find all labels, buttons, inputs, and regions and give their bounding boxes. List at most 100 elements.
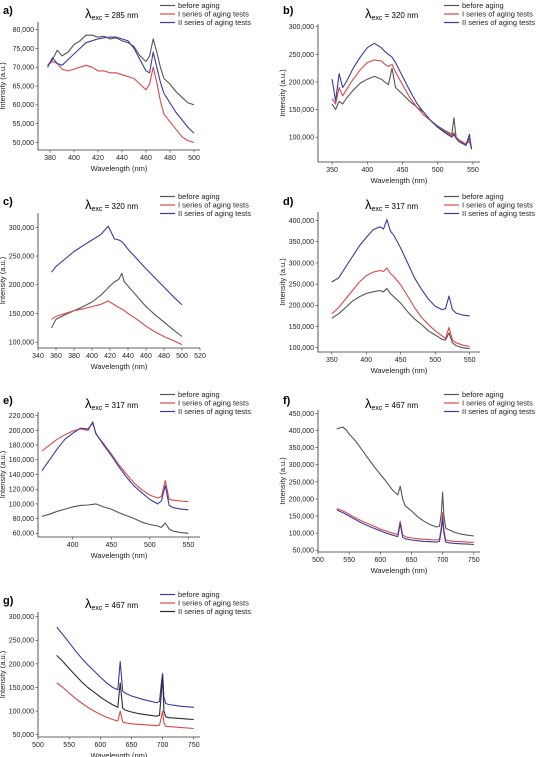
excitation-label: λexc = 285 nm xyxy=(85,6,139,22)
chart-panel-2: b) λexc = 320 nm 350 400 450 500 550 100,000 150… xyxy=(278,1,535,185)
axes-frame xyxy=(317,24,480,163)
series-line-3 xyxy=(56,655,194,721)
excitation-label: λexc = 467 nm xyxy=(85,596,139,612)
y-axis-label: Intensity (a.u.) xyxy=(278,258,287,306)
x-axis-label: Wavelength (nm) xyxy=(371,176,428,185)
x-tick-label: 550 xyxy=(467,167,479,174)
x-tick-label: 420 xyxy=(104,353,116,360)
y-tick-label: 300,000 xyxy=(9,614,34,621)
x-tick-label: 440 xyxy=(116,155,128,162)
y-axis-label: Intensity (a.u.) xyxy=(0,256,7,304)
x-tick-label: 480 xyxy=(158,353,170,360)
y-tick-label: 160,000 xyxy=(9,457,34,464)
series-line-3 xyxy=(336,509,474,546)
lambda-symbol: λ xyxy=(85,596,92,611)
x-tick-label: 350 xyxy=(326,167,338,174)
y-tick-label: 65,000 xyxy=(13,83,35,90)
excitation-value: = 320 nm xyxy=(382,11,418,20)
x-tick-label: 450 xyxy=(105,542,117,549)
legend-entry: before aging xyxy=(462,390,504,399)
legend-entry: before aging xyxy=(462,1,504,10)
x-tick-label: 500 xyxy=(432,167,444,174)
legend-entry: before aging xyxy=(178,390,220,399)
series-line-2 xyxy=(56,682,194,730)
legend-entry: before aging xyxy=(178,192,220,201)
lambda-symbol: λ xyxy=(85,396,92,411)
chart-panel-6: f) λexc = 467 nm 500 550 600 650 700 750 50,000 1… xyxy=(278,390,535,575)
axes-frame xyxy=(37,22,200,151)
x-tick-label: 450 xyxy=(395,357,407,364)
y-tick-label: 50,000 xyxy=(13,732,35,739)
y-tick-label: 200,000 xyxy=(9,661,34,668)
legend-entry: I series of aging tests xyxy=(462,201,533,210)
y-tick-label: 250,000 xyxy=(9,253,34,260)
legend-entry: I series of aging tests xyxy=(178,399,249,408)
y-tick-label: 300,000 xyxy=(9,225,34,232)
excitation-label: λexc = 467 nm xyxy=(365,396,419,412)
series-line-3 xyxy=(331,42,473,150)
legend-entry: II series of aging tests xyxy=(462,209,535,218)
x-axis-label: Wavelength (nm) xyxy=(371,566,428,575)
y-tick-label: 120,000 xyxy=(9,487,34,494)
exc-subscript: exc xyxy=(92,206,103,213)
legend-entry: II series of aging tests xyxy=(178,18,251,27)
legend-entry: II series of aging tests xyxy=(178,209,251,218)
y-tick-label: 350,000 xyxy=(289,239,314,246)
y-tick-label: 60,000 xyxy=(13,102,35,109)
y-tick-label: 200,000 xyxy=(289,303,314,310)
y-tick-label: 100,000 xyxy=(289,345,314,352)
legend-entry: before aging xyxy=(178,1,220,10)
x-tick-label: 360 xyxy=(50,353,62,360)
panel-letter: g) xyxy=(3,595,14,607)
excitation-label: λexc = 317 nm xyxy=(365,197,419,213)
excitation-value: = 317 nm xyxy=(102,401,138,410)
legend-entry: I series of aging tests xyxy=(178,599,249,608)
y-tick-label: 250,000 xyxy=(9,638,34,645)
x-tick-label: 550 xyxy=(464,357,476,364)
series-line-1 xyxy=(331,287,470,350)
series-line-2 xyxy=(336,507,474,543)
legend-entry: I series of aging tests xyxy=(462,10,533,19)
lambda-symbol: λ xyxy=(85,197,92,212)
x-tick-label: 500 xyxy=(429,357,441,364)
x-tick-label: 550 xyxy=(183,542,195,549)
chart-panel-3: c) λexc = 320 nm 340 360 380 400 420 440 460 480 5… xyxy=(0,192,251,371)
y-tick-label: 100,000 xyxy=(289,135,314,142)
excitation-label: λexc = 320 nm xyxy=(365,6,419,22)
series-line-2 xyxy=(331,267,470,348)
x-tick-label: 420 xyxy=(92,155,104,162)
x-tick-label: 440 xyxy=(122,353,134,360)
legend-entry: II series of aging tests xyxy=(178,607,251,616)
series-line-3 xyxy=(41,422,189,511)
series-line-2 xyxy=(51,300,183,346)
y-tick-label: 250,000 xyxy=(289,52,314,59)
excitation-value: = 467 nm xyxy=(102,601,138,610)
y-tick-label: 200,000 xyxy=(289,79,314,86)
exc-subscript: exc xyxy=(372,405,383,412)
legend-entry: I series of aging tests xyxy=(178,10,249,19)
y-axis-label: Intensity (a.u.) xyxy=(0,62,7,110)
y-tick-label: 300,000 xyxy=(289,24,314,31)
legend-entry: I series of aging tests xyxy=(178,201,249,210)
series-line-3 xyxy=(51,225,183,306)
panel-letter: e) xyxy=(3,395,13,407)
x-axis-label: Wavelength (nm) xyxy=(91,751,148,757)
x-tick-label: 400 xyxy=(68,155,80,162)
y-tick-label: 450,000 xyxy=(289,411,314,418)
y-axis-label: Intensity (a.u.) xyxy=(0,450,7,498)
x-tick-label: 400 xyxy=(361,167,373,174)
x-tick-label: 700 xyxy=(437,557,449,564)
y-tick-label: 50,000 xyxy=(293,548,315,555)
excitation-label: λexc = 320 nm xyxy=(85,197,139,213)
x-axis-label: Wavelength (nm) xyxy=(91,551,148,560)
y-tick-label: 400,000 xyxy=(289,428,314,435)
chart-panel-5: e) λexc = 317 nm 400 450 500 550 60,000 80,000 1… xyxy=(0,390,251,560)
x-tick-label: 460 xyxy=(140,353,152,360)
x-tick-label: 600 xyxy=(94,742,106,749)
excitation-value: = 317 nm xyxy=(382,202,418,211)
y-tick-label: 60,000 xyxy=(13,531,35,538)
series-line-3 xyxy=(331,219,470,317)
excitation-value: = 285 nm xyxy=(102,11,138,20)
x-tick-label: 400 xyxy=(67,542,79,549)
